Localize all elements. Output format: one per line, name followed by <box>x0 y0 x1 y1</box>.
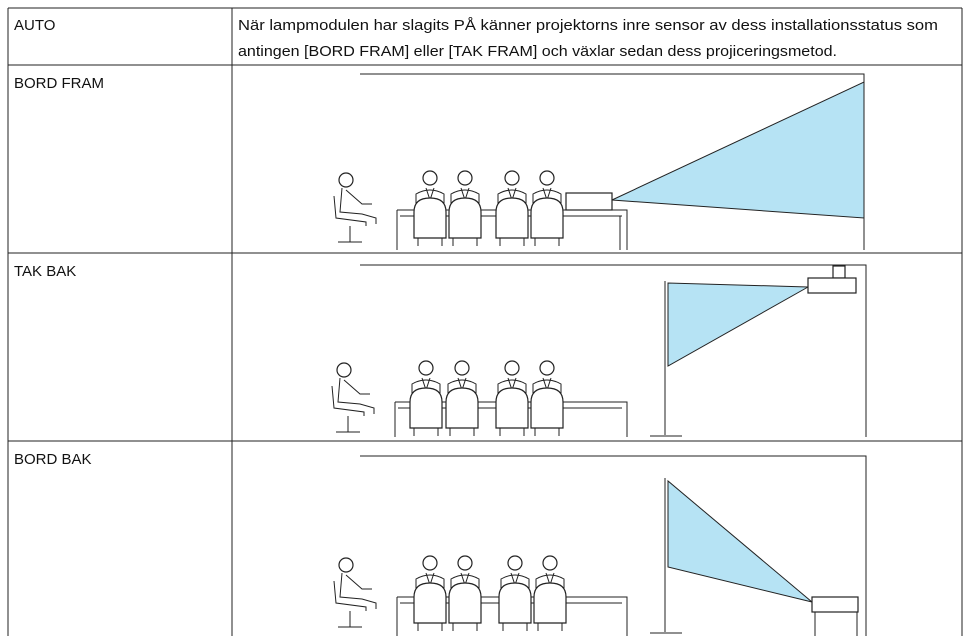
table-grid <box>7 7 963 636</box>
projection-beam <box>667 282 810 367</box>
projector <box>807 277 857 294</box>
person <box>448 555 482 632</box>
person <box>530 360 564 437</box>
person <box>495 170 529 247</box>
row-label: AUTO <box>14 17 55 34</box>
person <box>498 555 532 632</box>
projection-beam <box>610 81 865 219</box>
illustration <box>333 73 865 250</box>
person <box>331 362 375 433</box>
person <box>333 557 377 628</box>
illustration <box>331 264 867 437</box>
screen-stand <box>650 281 682 437</box>
person <box>413 555 447 632</box>
person <box>530 170 564 247</box>
projector <box>565 192 613 211</box>
screen-stand <box>650 478 682 634</box>
desk <box>396 209 628 250</box>
row-label: BORD BAK <box>14 451 92 468</box>
room <box>360 264 867 437</box>
cell-text: antingen [BORD FRAM] eller [TAK FRAM] oc… <box>238 43 837 60</box>
projector <box>811 596 859 613</box>
ceiling-mount <box>832 265 846 279</box>
row-label: TAK BAK <box>14 263 76 280</box>
person <box>533 555 567 632</box>
person <box>413 170 447 247</box>
cell-text: När lampmodulen har slagits PÅ känner pr… <box>238 17 938 34</box>
illustration <box>333 455 867 636</box>
projector-stand <box>814 612 858 636</box>
row-label: BORD FRAM <box>14 75 104 92</box>
projection-beam <box>667 479 813 603</box>
person <box>409 360 443 437</box>
person <box>333 172 377 243</box>
room <box>360 455 867 636</box>
person <box>445 360 479 437</box>
person <box>448 170 482 247</box>
person <box>495 360 529 437</box>
